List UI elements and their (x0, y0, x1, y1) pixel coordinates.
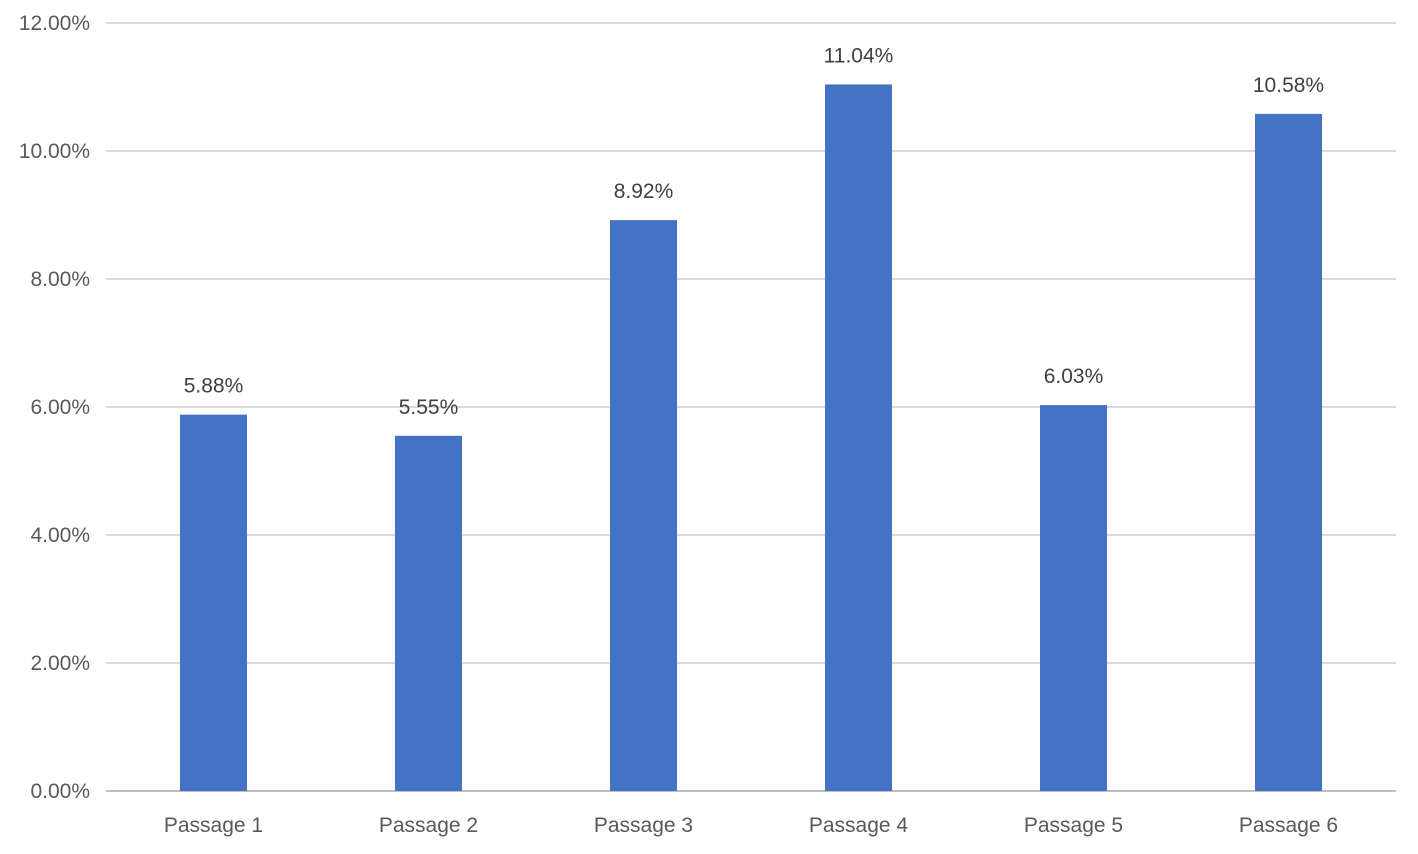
bar-1 (180, 414, 247, 791)
y-axis-ticks: 0.00% 2.00% 4.00% 6.00% 8.00% 10.00% 12.00% (19, 12, 90, 803)
bar-6 (1255, 113, 1322, 791)
bar-4 (825, 84, 892, 791)
y-tick-label: 6.00% (30, 396, 90, 419)
y-tick-label: 12.00% (19, 12, 90, 35)
bar-2 (395, 435, 462, 791)
y-tick-label: 8.00% (30, 268, 90, 291)
x-tick-label: Passage 6 (1239, 814, 1338, 837)
data-label: 6.03% (1044, 365, 1104, 388)
x-tick-label: Passage 2 (379, 814, 478, 837)
data-label: 5.55% (399, 396, 459, 419)
x-tick-label: Passage 1 (164, 814, 263, 837)
y-tick-label: 4.00% (30, 524, 90, 547)
bars (180, 84, 1322, 791)
x-tick-label: Passage 4 (809, 814, 909, 837)
bar-5 (1040, 405, 1107, 791)
gridlines (106, 22, 1396, 792)
y-tick-label: 2.00% (30, 652, 90, 675)
data-labels: 5.88% 5.55% 8.92% 11.04% 6.03% 10.58% (184, 44, 1324, 418)
y-tick-label: 0.00% (30, 780, 90, 803)
y-tick-label: 10.00% (19, 140, 90, 163)
data-label: 8.92% (614, 180, 674, 203)
bar-3 (610, 220, 677, 791)
x-tick-label: Passage 5 (1024, 814, 1123, 837)
x-axis-ticks: Passage 1 Passage 2 Passage 3 Passage 4 Pass… (164, 814, 1338, 837)
x-tick-label: Passage 3 (594, 814, 693, 837)
data-label: 5.88% (184, 375, 244, 398)
data-label: 11.04% (824, 44, 894, 67)
data-label: 10.58% (1253, 74, 1324, 97)
